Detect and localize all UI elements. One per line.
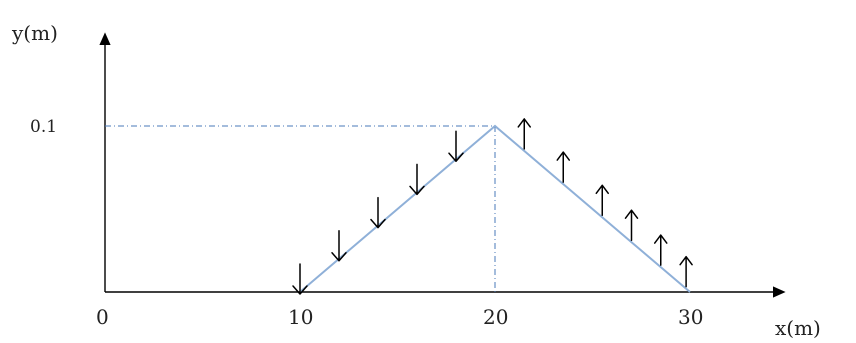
velocity-arrow-up-10: [679, 255, 693, 288]
velocity-arrow-down-1: [331, 230, 347, 262]
velocity-arrow-up-7: [595, 184, 609, 217]
velocity-arrows: [292, 118, 693, 295]
velocity-arrow-down-2: [370, 196, 386, 229]
velocity-arrow-down-0: [292, 263, 308, 295]
velocity-arrow-up-9: [654, 234, 668, 266]
velocity-arrow-down-4: [448, 130, 464, 162]
velocity-arrow-up-5: [517, 118, 531, 150]
x-axis-label: x(m): [775, 316, 821, 340]
origin-label: 0: [96, 305, 109, 329]
velocity-arrow-up-6: [556, 151, 570, 183]
velocity-arrow-up-8: [624, 209, 639, 241]
y-axis-label: y(m): [11, 21, 58, 45]
wave-pulse: [299, 124, 691, 293]
x-tick-label-10: 10: [288, 305, 313, 329]
x-tick-label-30: 30: [678, 305, 703, 329]
y-tick-label: 0.1: [30, 117, 57, 137]
x-tick-label-20: 20: [483, 305, 508, 329]
velocity-arrow-down-3: [409, 163, 425, 196]
